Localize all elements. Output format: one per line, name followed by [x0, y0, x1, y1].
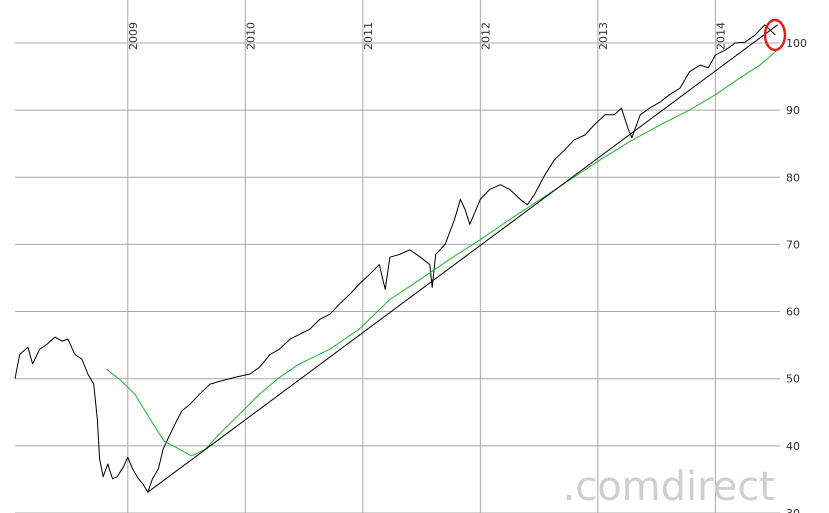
y-tick-label: 70	[786, 238, 800, 251]
x-tick-label: 2011	[362, 22, 375, 50]
plot	[14, 24, 778, 493]
x-tick-label: 2010	[244, 22, 257, 50]
series-line	[14, 24, 776, 493]
grid	[15, 0, 780, 513]
y-tick-label: 50	[786, 373, 800, 386]
series-line	[147, 24, 778, 493]
y-tick-label: 60	[786, 306, 800, 319]
series-line	[106, 49, 778, 457]
highlight-circle	[763, 18, 787, 52]
y-tick-label: 30	[786, 507, 800, 513]
watermark: .comdirect	[563, 464, 776, 510]
y-tick-label: 80	[786, 171, 800, 184]
x-tick-label: 2014	[714, 22, 727, 50]
x-tick-label: 2009	[127, 22, 140, 50]
y-tick-label: 90	[786, 104, 800, 117]
x-tick-label: 2013	[597, 22, 610, 50]
y-tick-label: 40	[786, 440, 800, 453]
y-tick-label: 100	[786, 37, 807, 50]
x-tick-label: 2012	[479, 22, 492, 50]
